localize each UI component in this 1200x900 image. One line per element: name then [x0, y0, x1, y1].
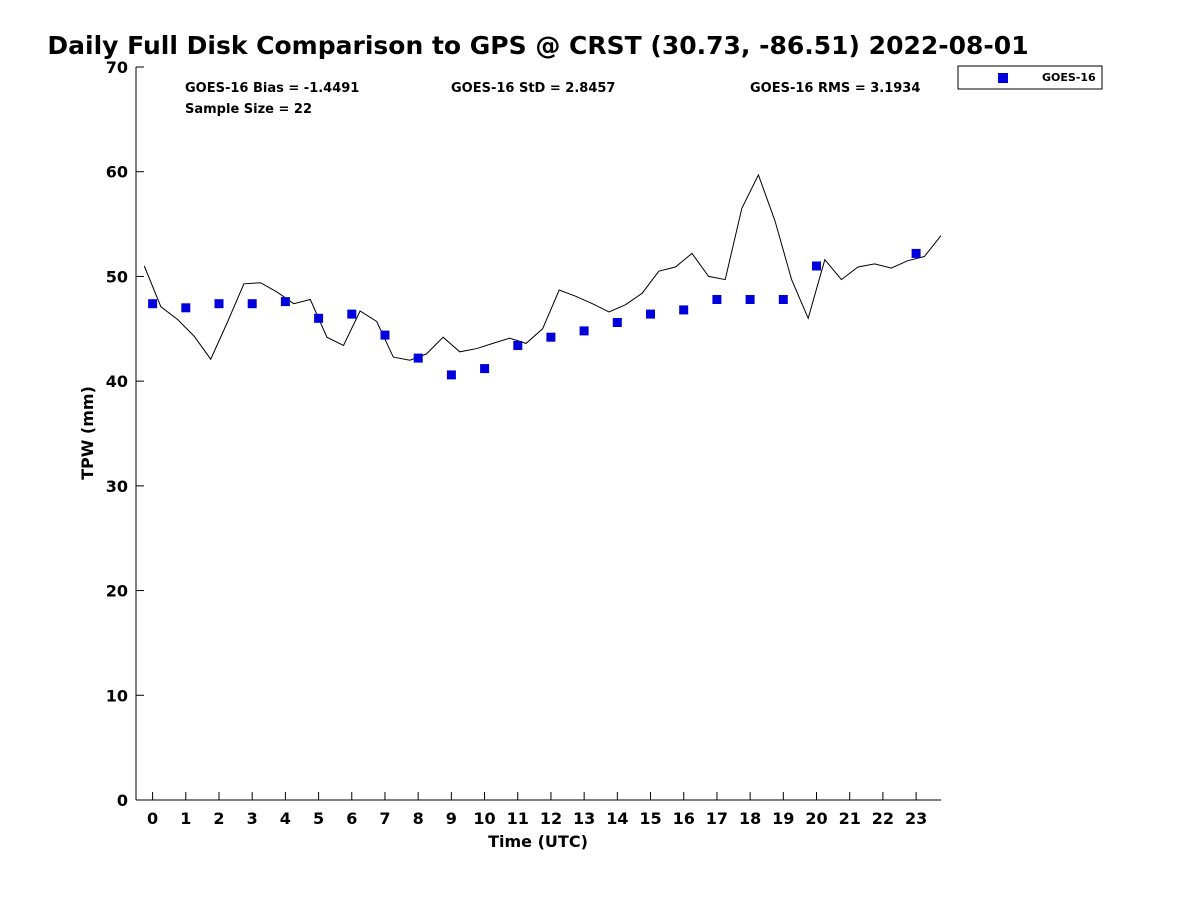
x-tick-label: 7 — [379, 809, 390, 828]
x-tick-label: 11 — [507, 809, 529, 828]
x-tick-label: 19 — [772, 809, 794, 828]
stat-std: GOES-16 StD = 2.8457 — [451, 81, 615, 96]
x-tick-label: 8 — [413, 809, 424, 828]
y-tick-label: 70 — [106, 58, 128, 77]
stat-sample-size: Sample Size = 22 — [185, 102, 312, 117]
stat-rms: GOES-16 RMS = 3.1934 — [750, 81, 920, 96]
x-tick-label: 16 — [673, 809, 695, 828]
data-point-goes16 — [347, 309, 357, 319]
legend-box — [957, 65, 1103, 90]
data-point-goes16 — [413, 353, 423, 363]
x-tick-label: 12 — [540, 809, 562, 828]
data-point-goes16 — [546, 332, 556, 342]
y-tick-label: 50 — [106, 267, 128, 286]
data-point-goes16 — [214, 299, 224, 309]
x-tick-label: 1 — [180, 809, 191, 828]
data-point-goes16 — [612, 318, 622, 327]
x-tick-label: 4 — [280, 809, 291, 828]
data-point-goes16 — [314, 313, 324, 323]
x-tick-label: 2 — [213, 809, 224, 828]
y-tick-label: 60 — [106, 163, 128, 182]
data-point-goes16 — [679, 305, 689, 315]
data-point-goes16 — [181, 303, 191, 313]
x-tick-label: 17 — [706, 809, 728, 828]
x-tick-label: 20 — [805, 809, 827, 828]
x-tick-label: 10 — [473, 809, 495, 828]
x-tick-label: 15 — [639, 809, 661, 828]
x-tick-label: 13 — [573, 809, 595, 828]
series-layer — [143, 173, 942, 380]
x-tick-label: 5 — [313, 809, 324, 828]
data-point-goes16 — [812, 261, 821, 271]
y-tick-label: 30 — [106, 477, 128, 496]
data-point-goes16 — [513, 341, 523, 350]
x-tick-label: 6 — [346, 809, 357, 828]
legend-marker-goes16 — [998, 73, 1008, 83]
y-axis-label: TPW (mm) — [78, 386, 97, 480]
x-tick-label: 0 — [147, 809, 158, 828]
data-point-goes16 — [480, 364, 490, 374]
x-tick-label: 22 — [872, 809, 894, 828]
series-line-gps — [143, 173, 942, 361]
x-tick-label: 14 — [606, 809, 628, 828]
chart-title: Daily Full Disk Comparison to GPS @ CRST… — [47, 31, 1028, 60]
y-tick-label: 10 — [106, 686, 128, 705]
data-point-goes16 — [712, 295, 722, 304]
stat-bias: GOES-16 Bias = -1.4491 — [185, 81, 359, 96]
data-point-goes16 — [380, 330, 390, 340]
data-point-goes16 — [745, 295, 755, 304]
data-point-goes16 — [148, 299, 158, 309]
x-tick-label: 9 — [446, 809, 457, 828]
x-axis-label: Time (UTC) — [488, 832, 588, 851]
y-tick-label: 0 — [117, 791, 128, 810]
legend: GOES-16 — [957, 65, 1103, 90]
y-tick-label: 40 — [106, 372, 128, 391]
x-tick-label: 18 — [739, 809, 761, 828]
data-point-goes16 — [911, 248, 921, 258]
data-point-goes16 — [778, 295, 788, 304]
data-point-goes16 — [247, 299, 257, 309]
data-point-goes16 — [579, 326, 589, 336]
x-tick-label: 23 — [905, 809, 927, 828]
x-tick-label: 3 — [247, 809, 258, 828]
x-tick-label: 21 — [839, 809, 861, 828]
data-point-goes16 — [446, 370, 456, 380]
y-tick-label: 20 — [106, 582, 128, 601]
legend-label-goes16: GOES-16 — [1042, 71, 1096, 84]
data-point-goes16 — [646, 309, 655, 319]
data-point-goes16 — [280, 297, 290, 307]
